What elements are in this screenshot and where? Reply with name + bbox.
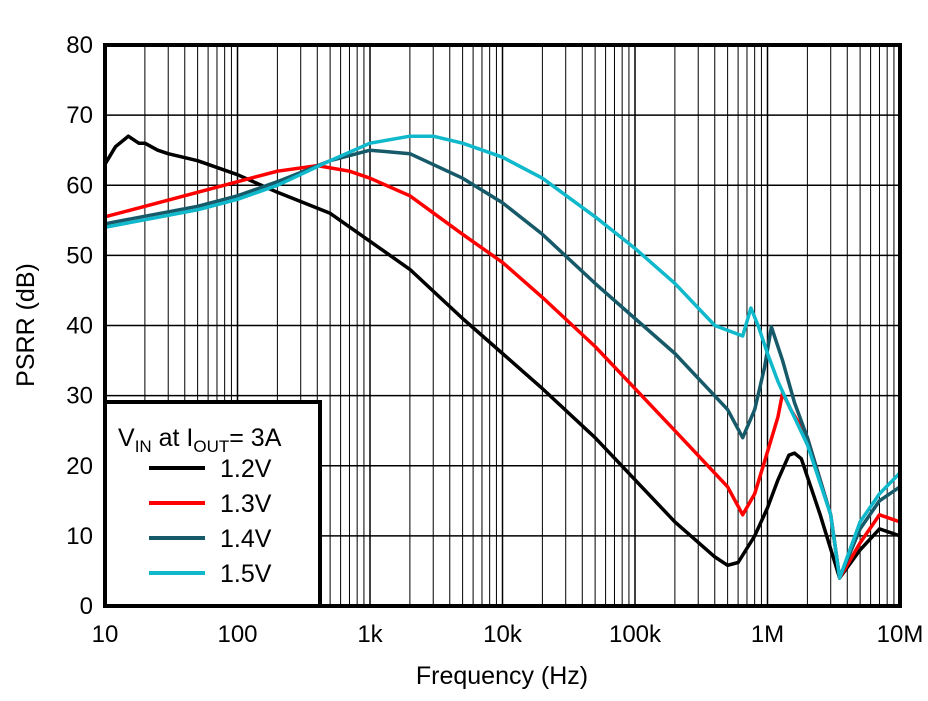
- x-tick-label: 10: [92, 621, 119, 648]
- legend-label: 1.5V: [220, 560, 272, 588]
- x-tick-label: 100: [217, 621, 257, 648]
- plot-frame: [103, 43, 902, 608]
- y-tick-label: 30: [66, 383, 93, 410]
- x-tick-label: 10M: [877, 621, 924, 648]
- x-tick-label: 100k: [609, 621, 662, 648]
- x-tick-label: 10k: [483, 621, 523, 648]
- legend-title: VIN at IOUT= 3A: [118, 424, 282, 456]
- y-axis-label: PSRR (dB): [12, 263, 40, 387]
- y-tick-label: 0: [80, 593, 93, 620]
- x-tick-label: 1M: [751, 621, 784, 648]
- x-axis-label: Frequency (Hz): [416, 662, 588, 690]
- y-tick-label: 40: [66, 313, 93, 340]
- y-tick-label: 70: [66, 102, 93, 129]
- series-line-1.2V: [103, 134, 901, 580]
- y-tick-label: 60: [66, 172, 93, 199]
- y-tick-label: 10: [66, 523, 93, 550]
- series-line-1.5V: [104, 134, 902, 580]
- legend-label: 1.4V: [220, 525, 272, 553]
- legend-label: 1.2V: [220, 455, 272, 483]
- y-tick-label: 50: [66, 242, 93, 269]
- y-tick-label: 80: [66, 32, 93, 59]
- legend: VIN at IOUT= 3A 1.2V 1.3V 1.4V 1.5V: [103, 400, 322, 608]
- series-lines: [103, 134, 902, 580]
- legend-box: [103, 400, 322, 608]
- y-tick-label: 20: [66, 453, 93, 480]
- x-tick-label: 1k: [357, 621, 383, 648]
- grid: [104, 44, 900, 607]
- legend-label: 1.3V: [220, 490, 272, 518]
